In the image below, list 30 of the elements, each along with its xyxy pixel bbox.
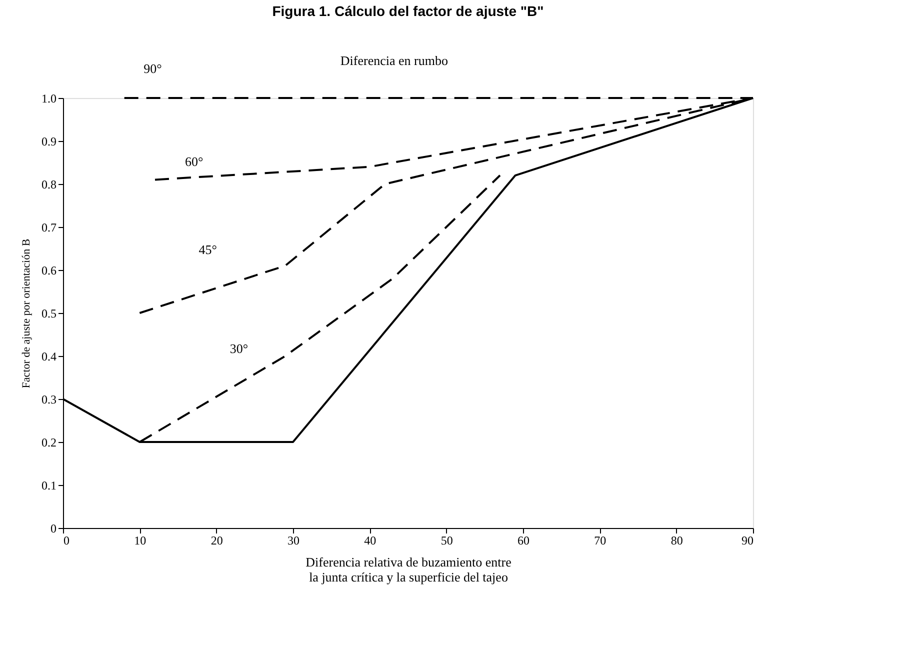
y-tick-label: 1.0 <box>42 92 56 106</box>
y-tick-label: 0.8 <box>42 178 56 192</box>
annotation: 45° <box>198 242 217 258</box>
y-tick-label: 0.7 <box>42 220 56 234</box>
x-tick-label: 0 <box>64 534 70 548</box>
x-tick-label: 50 <box>440 534 453 548</box>
y-tick-label: 0.2 <box>42 436 56 450</box>
text: Diferencia en rumbo <box>340 53 448 68</box>
x-tick-label: 10 <box>134 534 146 548</box>
x-tick-label: 40 <box>364 534 376 548</box>
y-tick-label: 0.4 <box>42 350 56 364</box>
y-tick-label: 0.5 <box>42 306 56 320</box>
x-tick-label: 30 <box>288 534 300 548</box>
chart-title: Figura 1. Cálculo del factor de ajuste "B" <box>272 3 544 19</box>
y-tick-label: 0.6 <box>42 264 56 278</box>
y-tick-label: 0.3 <box>42 392 56 406</box>
annotation: 60° <box>185 154 204 169</box>
x-tick-label: 70 <box>594 534 606 548</box>
x-tick-label: 80 <box>670 534 683 548</box>
y-tick-label: 0 <box>50 522 56 536</box>
y-axis-title: Factor de ajuste por orientación B <box>20 238 32 388</box>
x-tick-label: 20 <box>210 534 223 548</box>
annotation: 30° <box>230 341 248 356</box>
text: 90° <box>144 61 162 76</box>
y-tick-label: 0.1 <box>42 478 56 492</box>
text: Diferencia relativa de buzamiento entre <box>306 554 512 570</box>
x-tick-label: 60 <box>518 534 530 548</box>
y-tick-label: 0.9 <box>42 134 56 148</box>
text: la junta crítica y la superficie del tajeo <box>309 570 508 584</box>
x-tick-label: 90 <box>742 534 754 548</box>
